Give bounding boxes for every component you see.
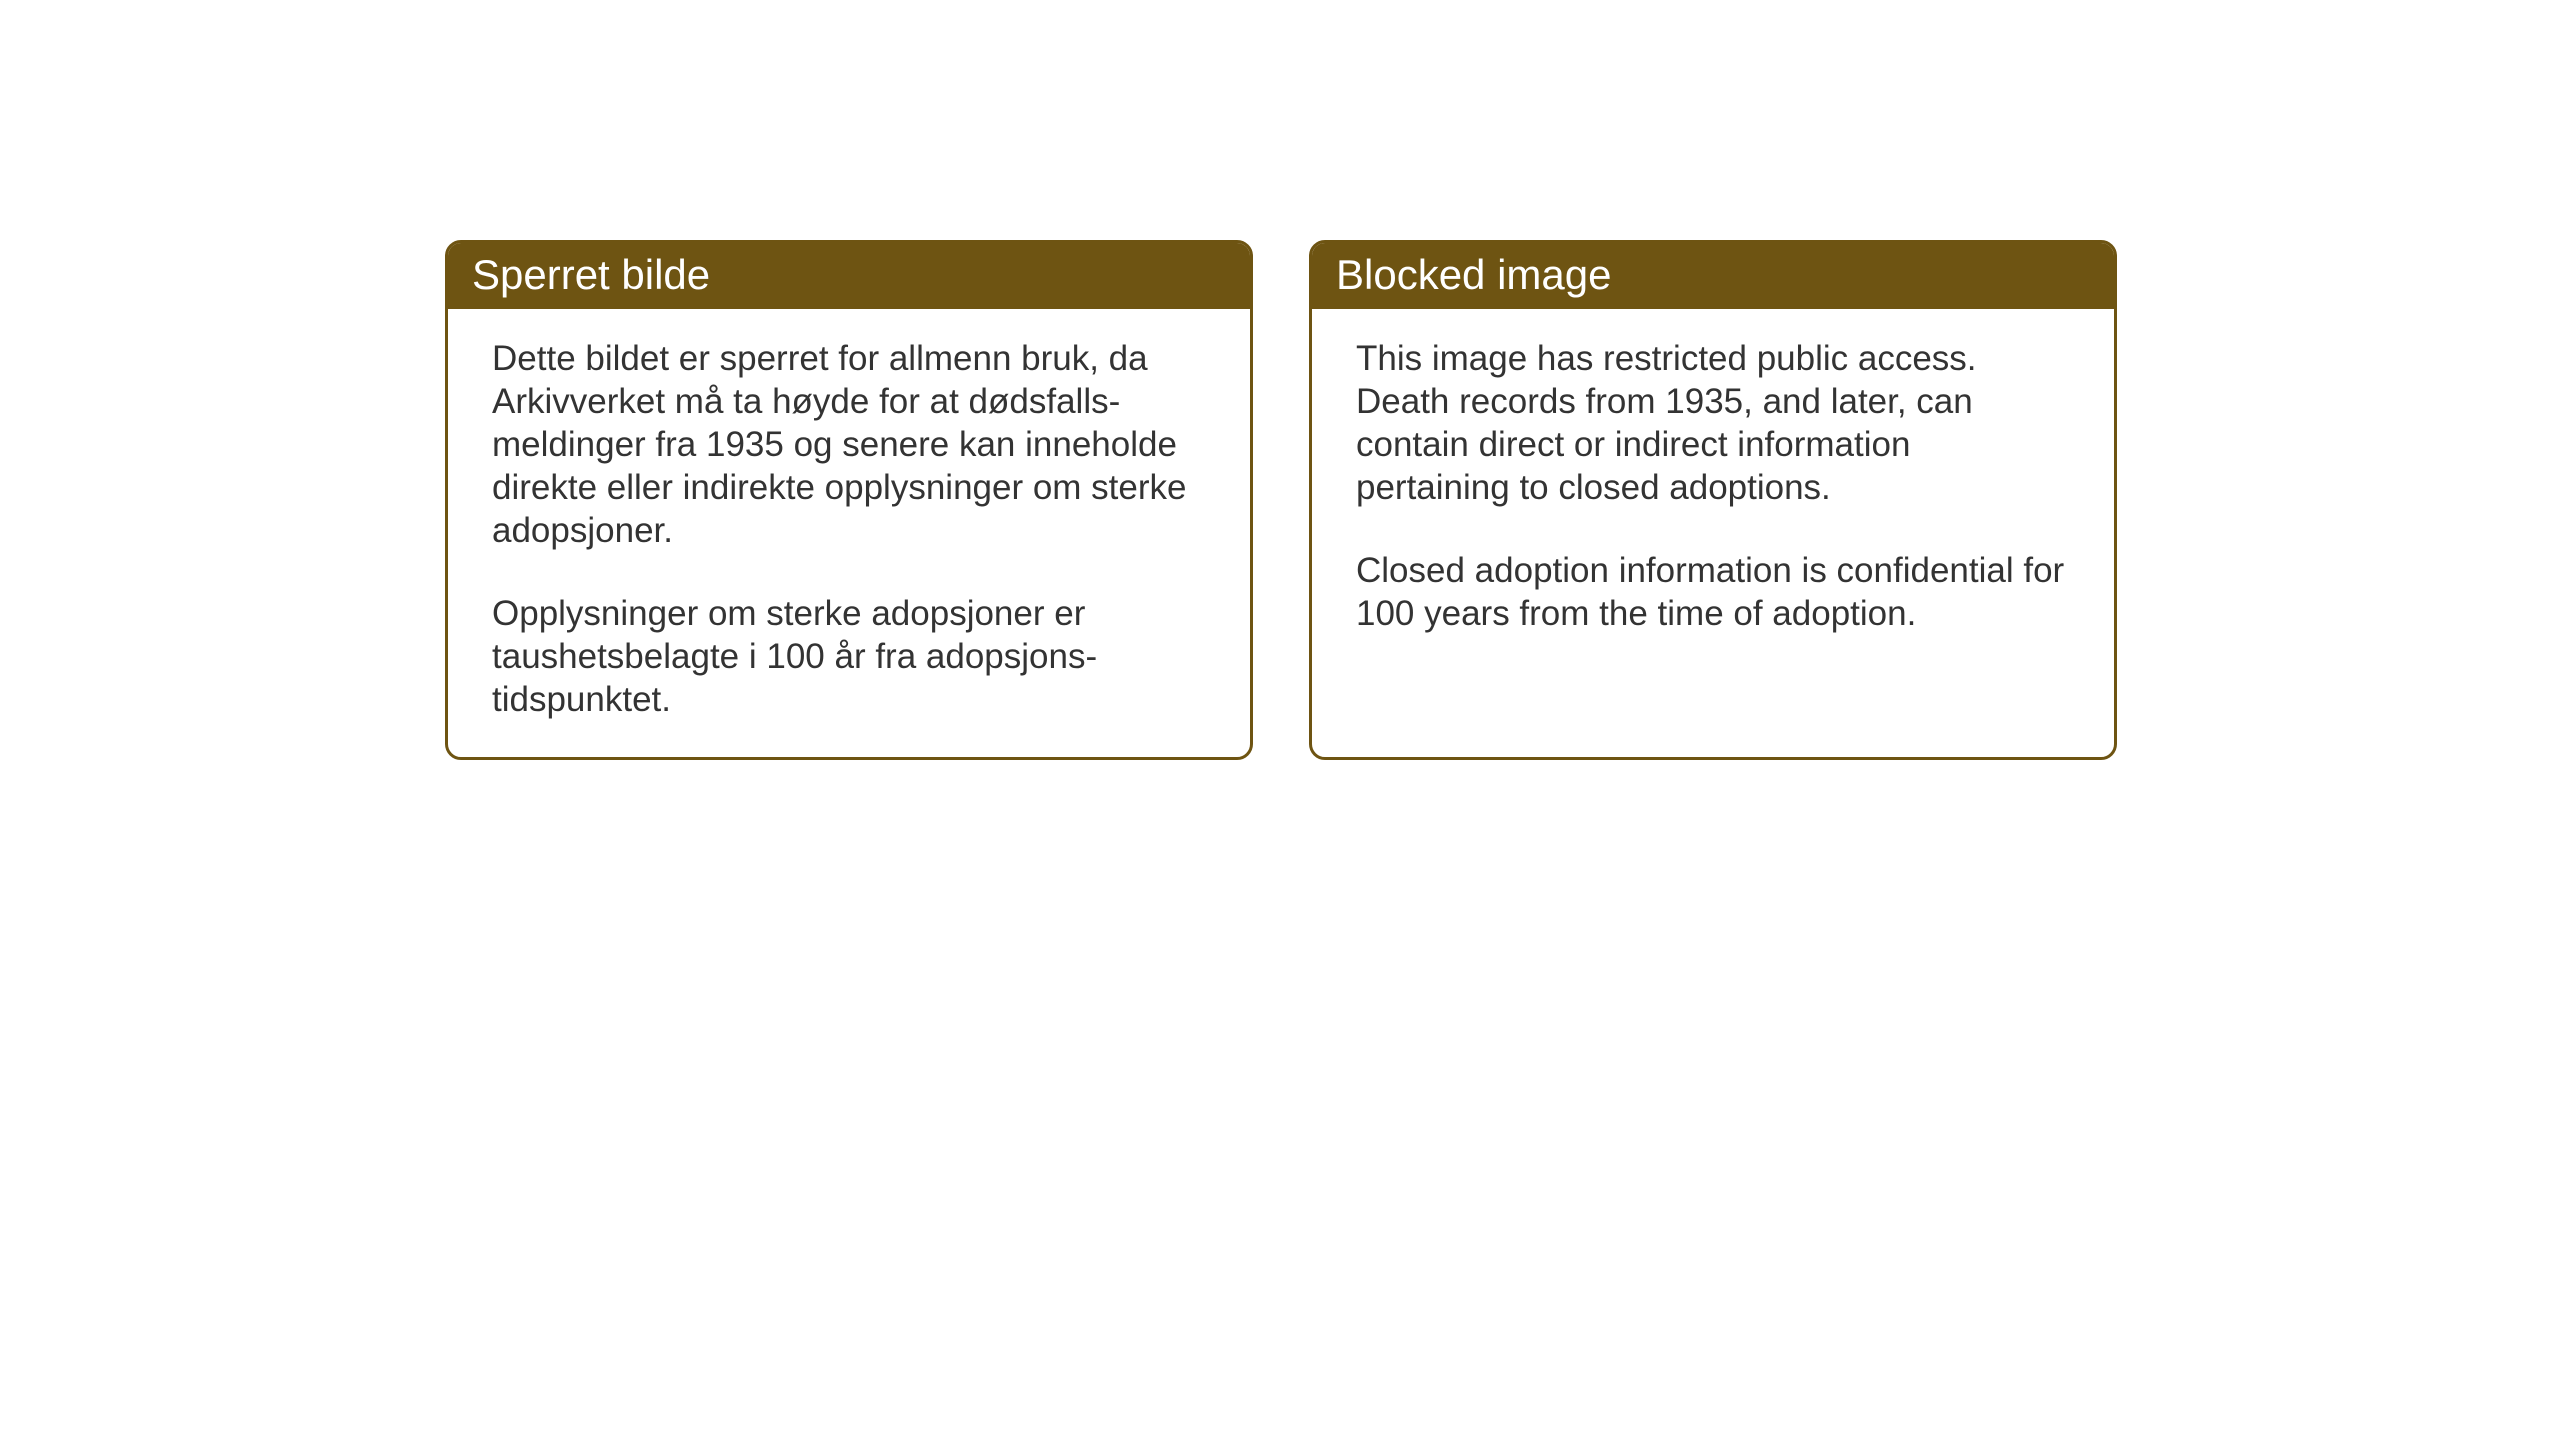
notice-paragraph: Dette bildet er sperret for allmenn bruk… [492,337,1206,552]
notice-body-norwegian: Dette bildet er sperret for allmenn bruk… [448,309,1250,757]
notice-body-english: This image has restricted public access.… [1312,309,2114,671]
notice-box-english: Blocked image This image has restricted … [1309,240,2117,760]
notices-container: Sperret bilde Dette bildet er sperret fo… [445,240,2117,760]
notice-paragraph: This image has restricted public access.… [1356,337,2070,509]
notice-box-norwegian: Sperret bilde Dette bildet er sperret fo… [445,240,1253,760]
notice-paragraph: Closed adoption information is confident… [1356,549,2070,635]
notice-header-english: Blocked image [1312,243,2114,309]
notice-header-norwegian: Sperret bilde [448,243,1250,309]
notice-paragraph: Opplysninger om sterke adopsjoner er tau… [492,592,1206,721]
